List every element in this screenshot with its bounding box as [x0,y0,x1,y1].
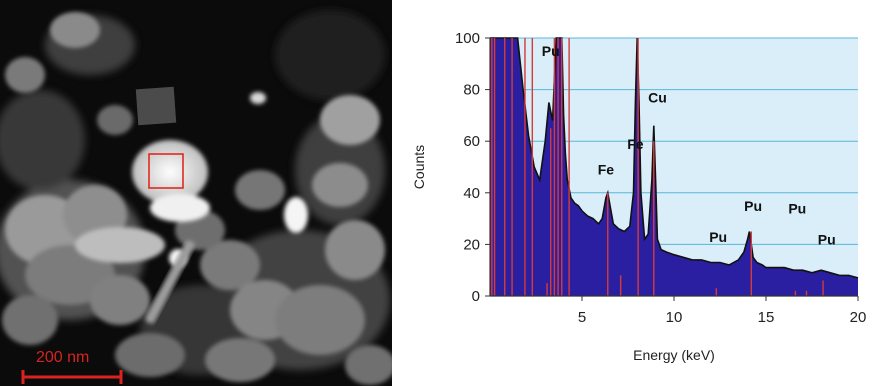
eds-spectrum-chart: 0 20 40 60 80 100 5 10 15 20 Pu Cu Fe Fe Pu Pu Pu Pu Cou… [411,30,867,363]
peak-label: Pu [709,229,727,245]
scale-bar: 200 nm [21,349,123,384]
x-tick-label: 10 [666,309,683,326]
y-tick-label: 100 [455,30,480,47]
micrograph-panel: 200 nm [0,0,392,386]
y-tick-label: 60 [463,133,480,150]
scale-bar-label: 200 nm [36,349,89,366]
x-axis-label: Energy (keV) [633,347,715,363]
y-tick-label: 40 [463,185,480,202]
spectrum-area [490,38,858,296]
y-tick-label: 80 [463,82,480,99]
roi-box [148,153,184,189]
spectrum-line [490,37,859,279]
micrograph-image: 200 nm [0,0,392,386]
peak-label: Cu [648,90,667,106]
y-tick-label: 20 [463,236,480,253]
y-tick-label: 0 [472,288,480,305]
peak-label: Pu [744,198,762,214]
x-tick-label: 5 [578,309,586,326]
peak-label: Pu [818,231,836,247]
peak-label: Fe [627,136,644,152]
y-axis-label: Counts [411,145,427,189]
spectrum-panel: 0 20 40 60 80 100 5 10 15 20 Pu Cu Fe Fe Pu Pu Pu Pu Cou… [398,0,881,386]
x-tick-label: 15 [758,309,775,326]
peak-label: Pu [788,200,806,216]
peak-label: Pu [542,43,560,59]
peak-label: Fe [598,162,615,178]
x-tick-label: 20 [850,309,867,326]
